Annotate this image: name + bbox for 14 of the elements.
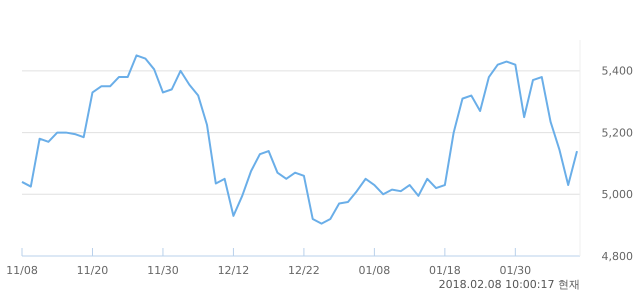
y-tick-label: 5,200	[602, 126, 633, 140]
x-tick-label: 12/12	[218, 264, 250, 277]
x-tick-label: 11/20	[76, 264, 108, 277]
y-tick-label: 4,800	[602, 250, 633, 263]
x-tick-label: 01/08	[358, 264, 390, 277]
x-tick-label: 11/08	[6, 264, 38, 277]
y-tick-label: 5,000	[602, 188, 633, 202]
x-tick-label: 11/30	[147, 264, 179, 277]
text: 2018.02.08 10:00:17 현재	[438, 278, 580, 291]
x-tick-label: 12/22	[288, 264, 320, 277]
x-tick-label: 01/30	[499, 264, 532, 277]
y-tick-label: 5,400	[602, 64, 633, 78]
line-series	[21, 54, 578, 225]
x-tick-label: 01/18	[429, 264, 461, 277]
